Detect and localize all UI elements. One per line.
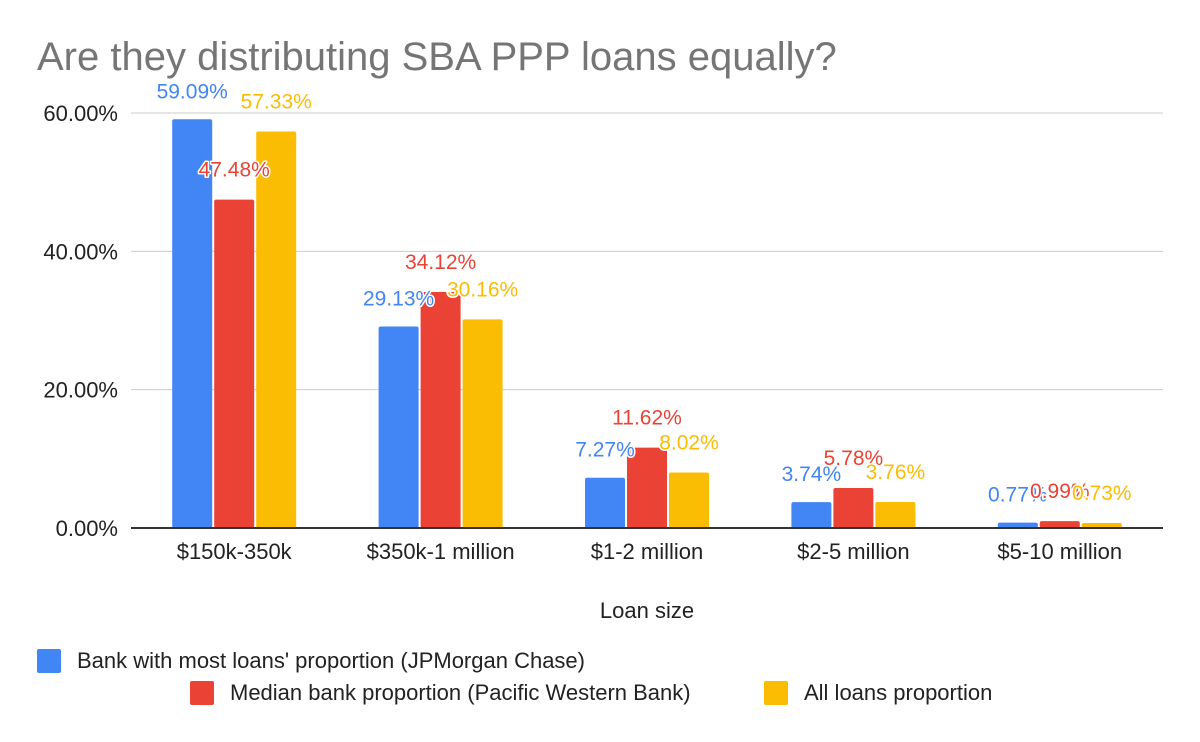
y-tick-label: 20.00% [43,378,118,403]
legend: Bank with most loans' proportion (JPMorg… [37,648,992,705]
x-axis-categories: $150k-350k $350k-1 million $1-2 million $2-… [177,539,1122,564]
data-label: 0.99% [1030,480,1090,503]
y-tick-label: 60.00% [43,101,118,126]
data-label: 0.73% [1072,482,1132,505]
y-tick-label: 0.00% [56,516,118,541]
bar-3 [669,472,709,528]
x-category-label: $1-2 million [591,539,704,564]
data-label: 29.13% [363,288,434,311]
data-label: 3.74% [782,463,842,486]
legend-swatch [764,681,788,705]
y-axis-ticks: 0.00% 20.00% 40.00% 60.00% [43,101,118,541]
x-axis-label: Loan size [600,598,694,623]
data-label: 0.77% [988,484,1048,507]
bars [172,119,1122,529]
chart-title: Are they distributing SBA PPP loans equa… [37,35,837,79]
data-label: 7.27% [575,439,635,462]
bar-1 [172,119,213,529]
bar-3 [256,131,297,528]
data-label: 8.02% [659,432,719,455]
bar-2 [214,199,255,528]
data-label: 57.33% [241,90,312,113]
bar-1 [791,502,832,528]
data-label: 59.09% [157,80,228,103]
data-label: 47.48% [199,159,270,182]
x-category-label: $150k-350k [177,539,293,564]
x-category-label: $2-5 million [797,539,910,564]
bar-2 [1039,521,1080,528]
bar-3 [1081,522,1122,528]
legend-label: All loans proportion [804,680,992,705]
data-label: 11.62% [612,407,682,430]
x-category-label: $350k-1 million [367,539,515,564]
legend-label: Bank with most loans' proportion (JPMorg… [77,648,585,673]
data-label: 30.16% [447,278,518,301]
data-label: 34.12% [405,251,476,274]
data-label: 3.76% [866,461,926,484]
grid-lines [131,112,1163,391]
legend-swatch [37,649,61,673]
legend-label: Median bank proportion (Pacific Western … [230,680,691,705]
bar-3 [462,319,503,528]
bar-2 [420,292,461,528]
bar-3 [875,501,916,528]
bar-1 [378,326,419,528]
bar-1 [585,477,625,528]
data-labels: 59.09% 47.48% 57.33% 29.13% 34.12% 30.16% 7.27… [155,79,1133,508]
bar-2 [833,488,874,528]
y-tick-label: 40.00% [43,239,118,264]
bar-2 [627,447,667,528]
data-label: 5.78% [824,447,884,470]
legend-swatch [190,681,214,705]
bar-1 [997,522,1038,528]
x-category-label: $5-10 million [997,539,1122,564]
